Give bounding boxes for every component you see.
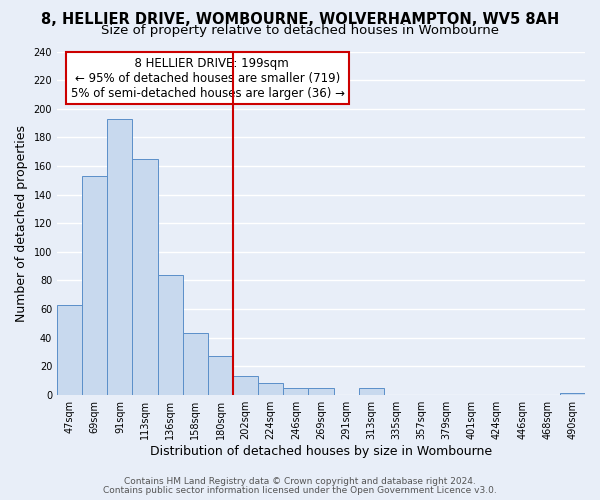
Y-axis label: Number of detached properties: Number of detached properties [15,124,28,322]
Bar [208,356,233,395]
Bar [283,388,308,394]
Bar [133,159,158,394]
Text: Contains public sector information licensed under the Open Government Licence v3: Contains public sector information licen… [103,486,497,495]
Text: Size of property relative to detached houses in Wombourne: Size of property relative to detached ho… [101,24,499,37]
Bar [57,304,82,394]
Text: 8 HELLIER DRIVE: 199sqm
← 95% of detached houses are smaller (719)
5% of semi-de: 8 HELLIER DRIVE: 199sqm ← 95% of detache… [71,56,344,100]
Bar [107,118,133,394]
Bar [308,388,334,394]
Bar [158,274,183,394]
Bar [183,333,208,394]
Bar [359,388,384,394]
Bar [82,176,107,394]
Text: Contains HM Land Registry data © Crown copyright and database right 2024.: Contains HM Land Registry data © Crown c… [124,477,476,486]
Bar [258,384,283,394]
X-axis label: Distribution of detached houses by size in Wombourne: Distribution of detached houses by size … [150,444,492,458]
Bar [233,376,258,394]
Text: 8, HELLIER DRIVE, WOMBOURNE, WOLVERHAMPTON, WV5 8AH: 8, HELLIER DRIVE, WOMBOURNE, WOLVERHAMPT… [41,12,559,28]
